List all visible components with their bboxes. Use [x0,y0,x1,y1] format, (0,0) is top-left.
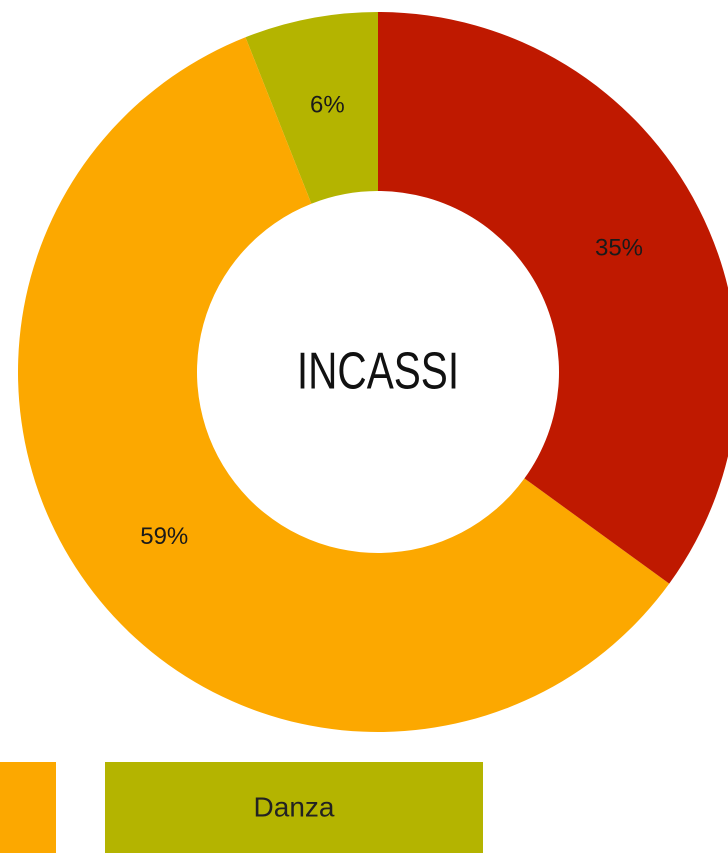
legend-item: Danza [105,762,483,853]
chart-title: INCASSI [297,342,459,400]
legend-item [0,762,56,853]
pie-slice [17,37,670,733]
pie-slice [378,12,728,584]
slice-label: 59% [140,523,188,550]
pie-slice [245,12,378,204]
slice-label: 35% [595,235,643,262]
legend-swatch [0,762,56,853]
slice-label: 6% [310,92,345,119]
legend-swatch [105,762,483,853]
legend-label: Danza [254,791,335,822]
